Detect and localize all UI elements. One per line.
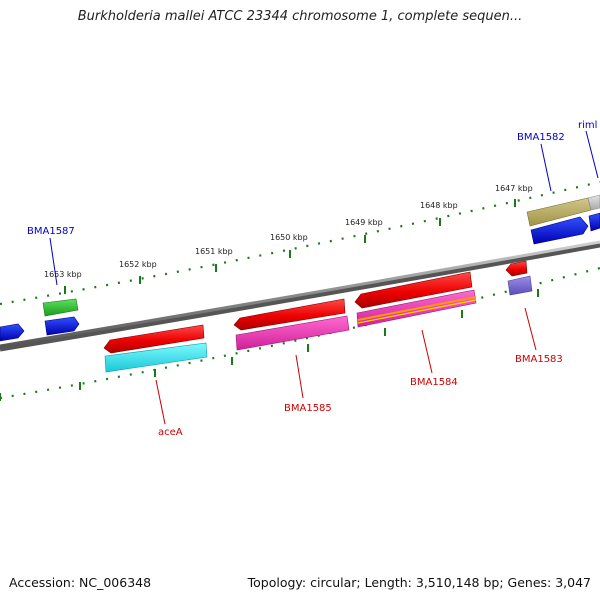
map-title: Burkholderia mallei ATCC 23344 chromosom…	[77, 9, 523, 24]
scale-label: 1647 kbp	[495, 184, 533, 193]
stripe	[357, 296, 477, 321]
gene-feature-red[interactable]	[505, 260, 528, 277]
gene-feature-bma1585[interactable]	[235, 315, 350, 351]
stripe	[357, 299, 477, 324]
leader-line	[155, 379, 166, 425]
gene-feature-red[interactable]	[233, 298, 346, 331]
gene-label-bma1582[interactable]: BMA1582	[517, 132, 565, 143]
leader-line	[540, 143, 552, 192]
scale-label: 1648 kbp	[420, 201, 458, 210]
leader-line	[585, 130, 599, 179]
gene-feature-cyan[interactable]	[104, 342, 208, 373]
leader-line	[421, 329, 433, 374]
genome-summary-text: Topology: circular; Length: 3,510,148 bp…	[247, 575, 591, 590]
gene-label-bma1585[interactable]: BMA1585	[284, 403, 332, 414]
gene-feature-bma1587[interactable]	[42, 298, 79, 317]
gene-label-acea[interactable]: aceA	[158, 427, 183, 438]
scale-label: 1653 kbp	[44, 270, 82, 279]
gene-label-bma1587[interactable]: BMA1587	[27, 226, 75, 237]
backbone-shadow	[0, 242, 600, 352]
outer-major-ticks	[64, 199, 516, 294]
backbone-arc	[0, 240, 600, 348]
gene-feature-red[interactable]	[354, 271, 473, 309]
gene-label-bma1583[interactable]: BMA1583	[515, 354, 563, 365]
gene-feature-acea[interactable]	[103, 324, 205, 354]
scale-label: 1649 kbp	[345, 218, 383, 227]
gene-label-bma1584[interactable]: BMA1584	[410, 377, 458, 388]
leader-line	[524, 307, 537, 351]
inner-major-ticks	[0, 289, 539, 401]
gene-feature-blue[interactable]	[530, 216, 589, 245]
leader-line	[49, 237, 58, 286]
scale-label: 1652 kbp	[119, 260, 157, 269]
scale-label: 1650 kbp	[270, 233, 308, 242]
leader-line	[295, 354, 304, 399]
gene-feature-blue[interactable]	[588, 212, 600, 232]
gene-feature-blue[interactable]	[0, 323, 25, 342]
gene-feature-bma1583[interactable]	[507, 275, 533, 296]
gene-label-riml[interactable]: riml	[578, 120, 597, 131]
gene-feature-riml[interactable]	[587, 194, 600, 211]
gene-feature-blue[interactable]	[44, 316, 80, 336]
accession-text: Accession: NC_006348	[9, 575, 152, 590]
scale-label: 1651 kbp	[195, 247, 233, 256]
